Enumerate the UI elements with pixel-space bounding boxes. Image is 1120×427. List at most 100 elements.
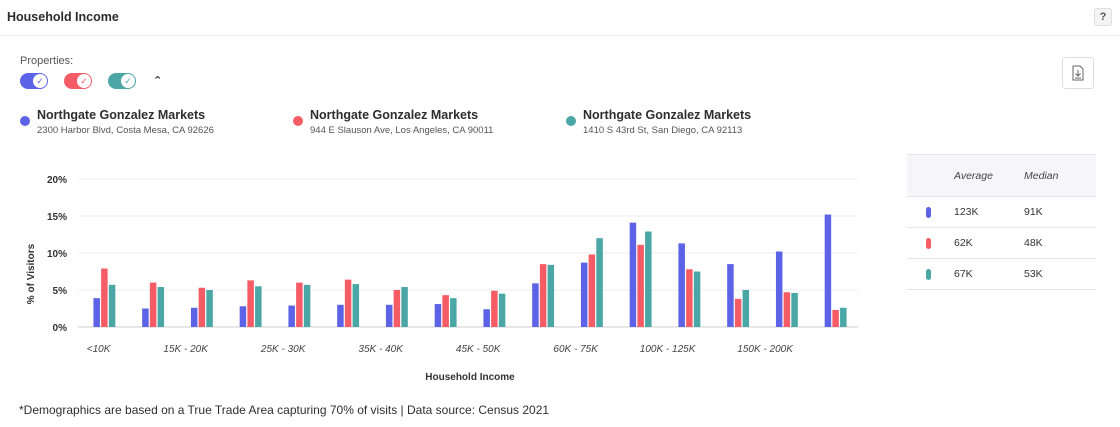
download-icon — [1072, 65, 1084, 81]
series-color-pill — [926, 238, 931, 249]
property-toggle-1[interactable]: ✓ — [20, 73, 48, 89]
property-color-dot — [566, 116, 576, 126]
x-axis-label: Household Income — [425, 372, 515, 383]
property-address: 944 E Slauson Ave, Los Angeles, CA 90011 — [310, 125, 494, 136]
help-button[interactable]: ? — [1094, 8, 1112, 26]
x-axis-ticks: <10K 15K - 20K 25K - 30K 35K - 40K 45K - 50K… — [87, 344, 794, 355]
stats-table: Average Median 123K 91K 62K 48K 67K 53K — [907, 154, 1096, 290]
bar — [832, 309, 839, 327]
widget-header: Household Income ? — [0, 0, 1120, 36]
property-name: Northgate Gonzalez Markets — [583, 108, 752, 122]
bar — [142, 308, 149, 327]
x-tick-label: <10K — [87, 344, 112, 355]
bar — [588, 254, 596, 327]
median-value: 91K — [1024, 206, 1043, 218]
x-tick-label: 100K - 125K — [640, 344, 697, 355]
bar — [539, 264, 547, 327]
average-value: 62K — [954, 237, 973, 249]
bar — [401, 287, 408, 327]
chevron-up-icon[interactable]: ⌃ — [153, 75, 163, 87]
bar — [547, 264, 555, 327]
y-tick-label: 5% — [53, 286, 68, 297]
bar — [352, 284, 360, 327]
property-toggle-2[interactable]: ✓ — [64, 73, 92, 89]
bar — [498, 293, 506, 327]
y-tick-label: 20% — [47, 175, 67, 186]
x-tick-label: 35K - 40K — [358, 344, 404, 355]
stats-row: 123K 91K — [907, 197, 1096, 228]
x-tick-label: 15K - 20K — [163, 344, 209, 355]
bar — [198, 287, 206, 327]
average-header: Average — [954, 170, 993, 182]
x-tick-label: 45K - 50K — [456, 344, 502, 355]
median-header: Median — [1024, 170, 1059, 182]
bar — [693, 271, 701, 327]
bar — [483, 309, 490, 327]
property-color-dot — [20, 116, 30, 126]
bar — [255, 286, 262, 327]
data-source-footnote: *Demographics are based on a True Trade … — [19, 403, 550, 417]
series-color-pill — [926, 207, 931, 218]
check-icon: ✓ — [77, 74, 91, 88]
y-axis-ticks: 0% 5% 10% 15% 20% — [47, 175, 67, 334]
average-value: 67K — [954, 268, 973, 280]
bar — [385, 304, 393, 327]
bar — [296, 282, 303, 327]
bar — [686, 269, 693, 327]
x-tick-label: 60K - 75K — [553, 344, 599, 355]
bar — [108, 284, 116, 327]
widget-title: Household Income — [7, 10, 119, 24]
household-income-chart: 0% 5% 10% 15% 20% <10K 15K - 20K 25K - 30K 35K … — [26, 175, 858, 383]
y-axis-label: % of Visitors — [26, 243, 37, 304]
bar — [824, 214, 832, 327]
y-tick-label: 15% — [47, 212, 67, 223]
bar — [450, 298, 457, 327]
property-name: Northgate Gonzalez Markets — [37, 108, 206, 122]
bar — [580, 262, 588, 327]
y-tick-label: 0% — [53, 323, 68, 334]
bar — [629, 222, 637, 327]
properties-label: Properties: — [20, 55, 74, 67]
bar — [157, 287, 165, 327]
bar — [645, 231, 652, 327]
property-address: 2300 Harbor Blvd, Costa Mesa, CA 92626 — [37, 125, 214, 136]
property-color-dot — [293, 116, 303, 126]
median-value: 48K — [1024, 237, 1043, 249]
bar — [344, 279, 352, 327]
check-icon: ✓ — [33, 74, 47, 88]
bar — [247, 280, 254, 327]
bar — [337, 304, 344, 327]
bars — [93, 214, 847, 327]
bar — [239, 306, 247, 327]
bar — [393, 290, 401, 327]
x-tick-label: 25K - 30K — [260, 344, 307, 355]
stats-header: Average Median — [907, 155, 1096, 197]
check-icon: ✓ — [121, 74, 135, 88]
bar — [727, 264, 734, 327]
bar — [775, 251, 783, 327]
median-value: 53K — [1024, 268, 1043, 280]
bar — [783, 292, 791, 327]
stats-row: 62K 48K — [907, 228, 1096, 259]
bar — [742, 290, 750, 327]
bar — [442, 295, 449, 327]
bar — [678, 243, 685, 327]
bar — [149, 282, 157, 327]
bar — [791, 292, 798, 327]
bar — [840, 307, 847, 327]
bar — [532, 283, 539, 327]
property-toggle-3[interactable]: ✓ — [108, 73, 136, 89]
bar — [491, 290, 498, 327]
series-color-pill — [926, 269, 931, 280]
bar — [637, 244, 644, 327]
x-tick-label: 150K - 200K — [737, 344, 794, 355]
bar — [93, 298, 100, 327]
bar — [434, 304, 442, 327]
bar — [288, 305, 295, 327]
bar — [206, 290, 213, 327]
property-name: Northgate Gonzalez Markets — [310, 108, 479, 122]
download-button[interactable] — [1062, 57, 1094, 89]
stats-row: 67K 53K — [907, 259, 1096, 290]
y-tick-label: 10% — [47, 249, 67, 260]
bar — [101, 268, 108, 327]
